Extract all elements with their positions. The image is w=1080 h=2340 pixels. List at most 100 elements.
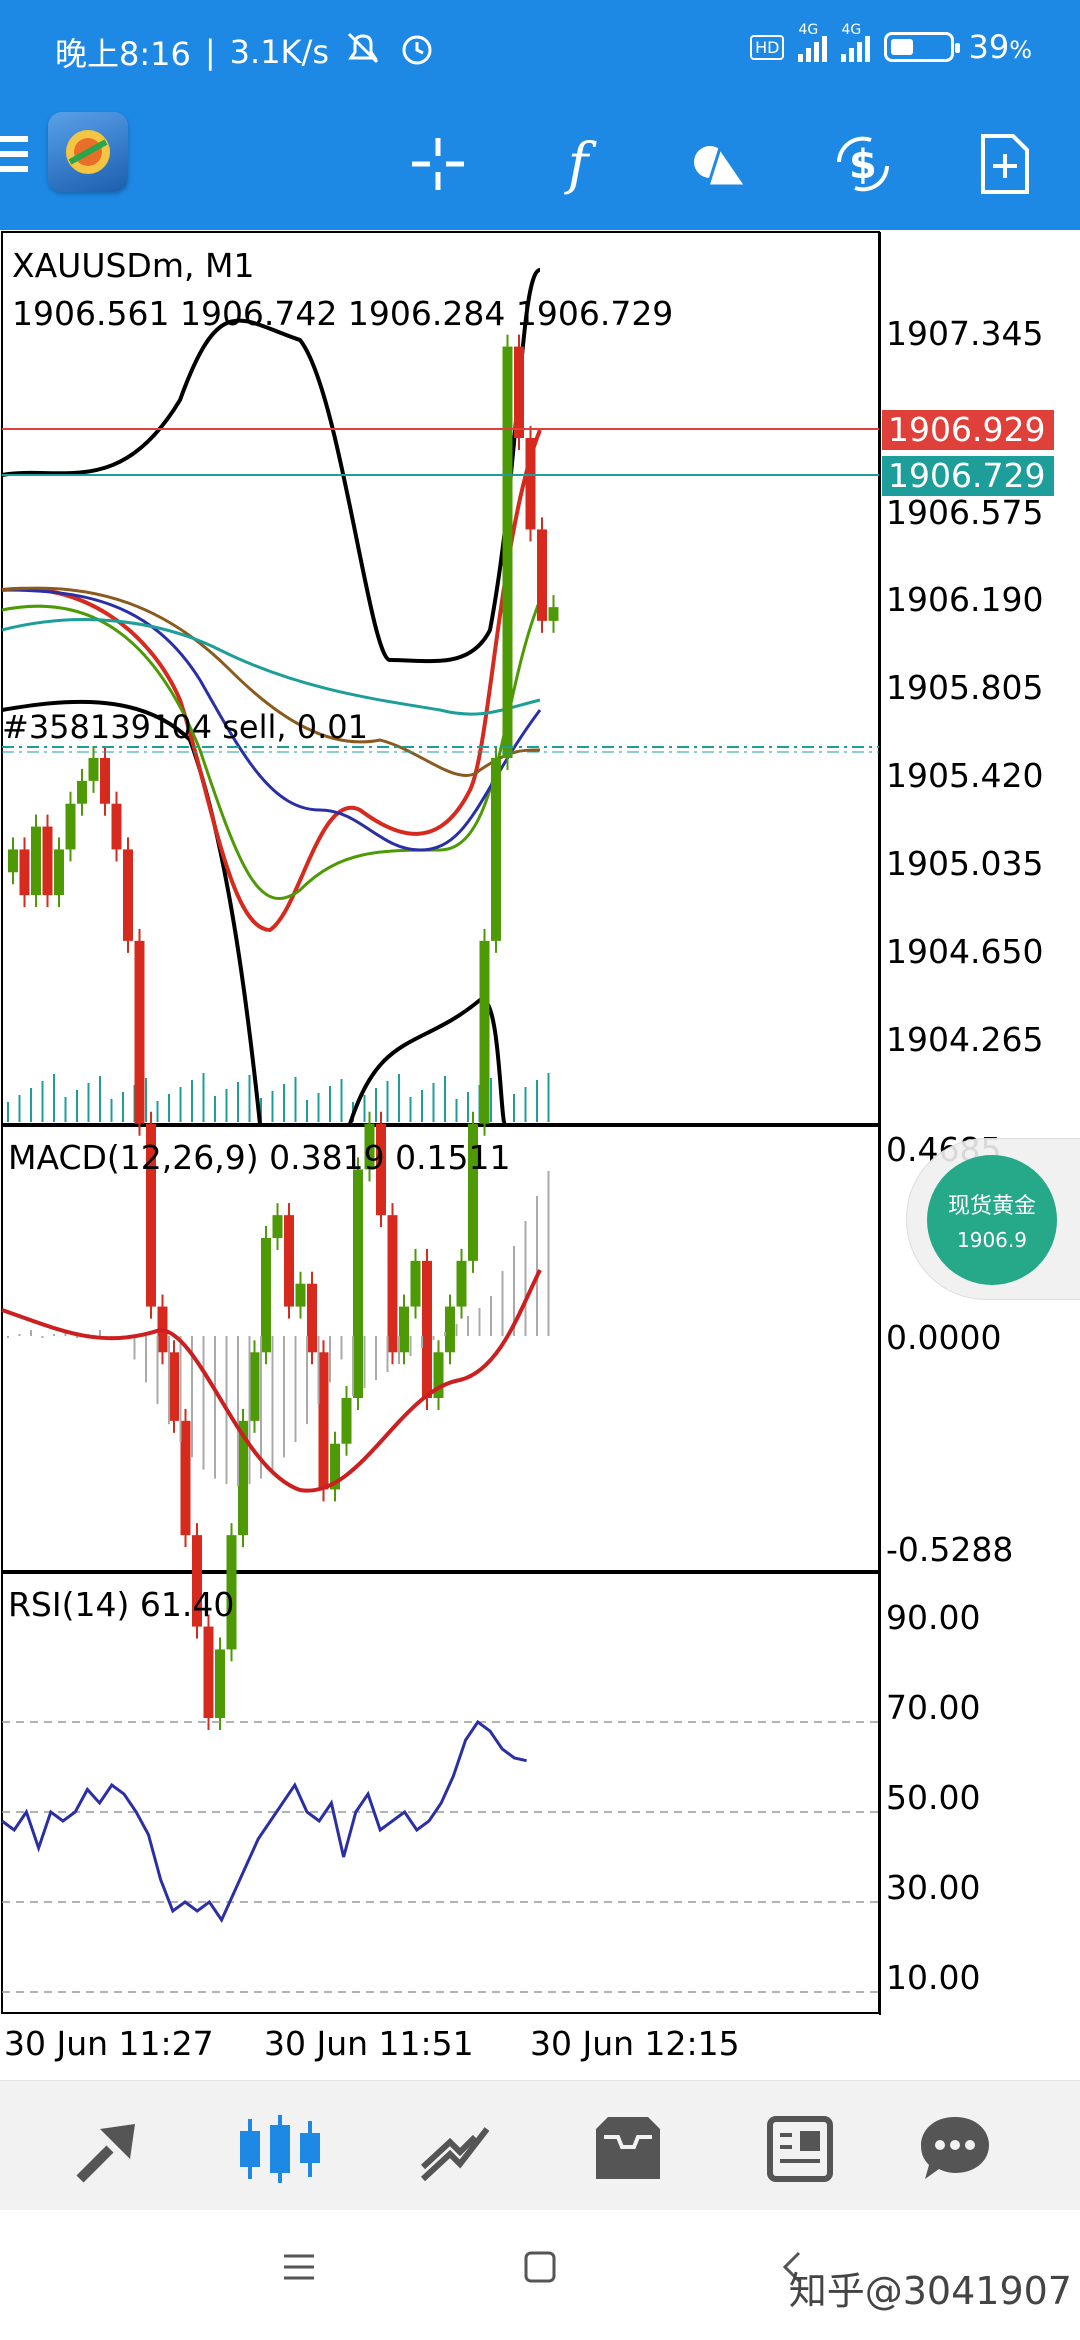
news-icon[interactable] xyxy=(750,2099,850,2199)
menu-icon[interactable] xyxy=(0,136,28,186)
chat-icon[interactable] xyxy=(905,2099,1005,2199)
main-indicator-lines xyxy=(1,268,542,1126)
network-type-1: 4G xyxy=(798,22,819,38)
battery-icon xyxy=(884,32,961,62)
candle-body xyxy=(54,849,64,896)
status-speed: 3.1K/s xyxy=(229,33,329,71)
candle-body xyxy=(330,1443,340,1490)
candle-body xyxy=(456,1260,467,1307)
candle-body xyxy=(272,1215,283,1238)
chart-icon[interactable] xyxy=(230,2099,330,2199)
candles xyxy=(8,334,559,1730)
candle-body xyxy=(249,1352,260,1421)
spot-gold-circle[interactable]: 现货黄金 1906.9 xyxy=(927,1155,1057,1285)
candle-body xyxy=(410,1260,421,1307)
bottom-tab-bar xyxy=(0,2080,1080,2211)
chart-area[interactable]: XAUUSDm, M1 1906.561 1906.742 1906.284 1… xyxy=(0,230,1080,2080)
ma-green xyxy=(1,599,542,900)
app-logo xyxy=(48,112,128,192)
menu-nav-icon[interactable] xyxy=(282,2250,316,2288)
back-nav-icon[interactable] xyxy=(775,2250,809,2288)
status-bar: 晚上8:16 | 3.1K/s HD 4G 4G 39% xyxy=(0,0,1080,96)
price-tick: 1906.575 xyxy=(886,493,1044,532)
main-panel-border xyxy=(1,231,880,1125)
status-time: 晚上8:16 xyxy=(55,35,191,73)
system-nav-bar xyxy=(0,2210,1080,2340)
candle-body xyxy=(238,1420,248,1536)
macd-label: MACD(12,26,9) 0.3819 0.1511 xyxy=(8,1138,511,1177)
price-tick: 1905.035 xyxy=(886,844,1044,883)
bid-price-tag xyxy=(882,456,1054,496)
candle-body xyxy=(169,1352,179,1421)
candle-body xyxy=(88,758,99,781)
signal-icon-1: 4G xyxy=(798,22,828,62)
order-label: #358139104 sell, 0.01 xyxy=(2,708,368,746)
candle-body xyxy=(215,1649,225,1718)
candle-body xyxy=(341,1398,352,1444)
rsi-tick: 30.00 xyxy=(886,1868,981,1907)
price-tick: 1904.265 xyxy=(886,1020,1044,1059)
candle-body xyxy=(123,849,133,941)
history-icon[interactable] xyxy=(578,2099,678,2199)
battery-percent: 39% xyxy=(968,28,1032,66)
crosshair-icon[interactable] xyxy=(398,124,478,204)
function-icon[interactable]: f xyxy=(538,124,618,204)
macd-tick: 0.0000 xyxy=(886,1318,1002,1357)
network-type-2: 4G xyxy=(841,22,862,38)
candle-body xyxy=(77,780,87,804)
signal-icon-2: 4G xyxy=(841,22,871,62)
chart-toolbar: f $ xyxy=(0,96,1080,230)
spot-gold-title: 现货黄金 xyxy=(947,1194,1036,1219)
candle-body xyxy=(491,758,501,941)
ma-red xyxy=(1,429,542,933)
objects-icon[interactable] xyxy=(680,124,760,204)
price-tick: 1904.650 xyxy=(886,932,1044,971)
candle-body xyxy=(364,1123,375,1170)
candle-body xyxy=(353,1169,363,1398)
candle-body xyxy=(514,346,524,438)
rsi-label: RSI(14) 61.40 xyxy=(8,1585,235,1624)
symbol-timeframe: XAUUSDm, M1 xyxy=(12,246,255,285)
status-left: 晚上8:16 | 3.1K/s xyxy=(55,28,437,76)
spot-gold-price: 1906.9 xyxy=(957,1228,1027,1252)
macd-tick: -0.5288 xyxy=(886,1530,1014,1569)
candle-body xyxy=(180,1420,191,1536)
price-tick: 1905.420 xyxy=(886,756,1044,795)
price-tick: 1905.805 xyxy=(886,668,1044,707)
rsi-tick: 50.00 xyxy=(886,1778,981,1817)
quotes-icon[interactable] xyxy=(60,2099,160,2199)
status-right: HD 4G 4G 39% xyxy=(750,22,1032,66)
home-nav-icon[interactable] xyxy=(523,2250,557,2288)
candle-body xyxy=(42,826,53,896)
macd-signal-line xyxy=(1,1269,542,1493)
dollar-trade-icon[interactable]: $ xyxy=(823,124,903,204)
alarm-icon xyxy=(397,28,437,76)
rsi-line xyxy=(1,1719,527,1924)
status-separator: | xyxy=(204,33,216,71)
rsi-path xyxy=(1,1719,527,1924)
time-tick: 30 Jun 11:51 xyxy=(264,2024,474,2063)
function-glyph: f xyxy=(567,131,589,197)
chart-canvas[interactable] xyxy=(0,230,1080,2080)
spot-gold-badge[interactable]: 现货黄金 1906.9 xyxy=(906,1138,1080,1300)
trade-icon[interactable] xyxy=(405,2099,505,2199)
bollinger-lower xyxy=(1,699,507,1126)
candle-body xyxy=(31,826,41,896)
bid-price-value: 1906.729 xyxy=(888,456,1046,495)
mute-alarm-icon xyxy=(343,28,383,76)
candle-body xyxy=(19,849,30,896)
candle-body xyxy=(226,1535,237,1650)
candle-body xyxy=(525,438,536,530)
watermark: 知乎@3041907 xyxy=(788,2269,1072,2313)
new-document-icon[interactable] xyxy=(965,124,1045,204)
macd-signal-path xyxy=(1,1269,542,1493)
hd-badge: HD xyxy=(750,34,785,60)
time-tick: 30 Jun 11:27 xyxy=(4,2024,214,2063)
candle-body xyxy=(65,803,76,850)
candle-body xyxy=(502,346,513,758)
candle-body xyxy=(284,1215,294,1307)
svg-text:$: $ xyxy=(849,142,877,188)
candle-body xyxy=(134,940,145,1124)
ma-teal xyxy=(1,618,541,716)
candle-body xyxy=(468,1123,478,1261)
